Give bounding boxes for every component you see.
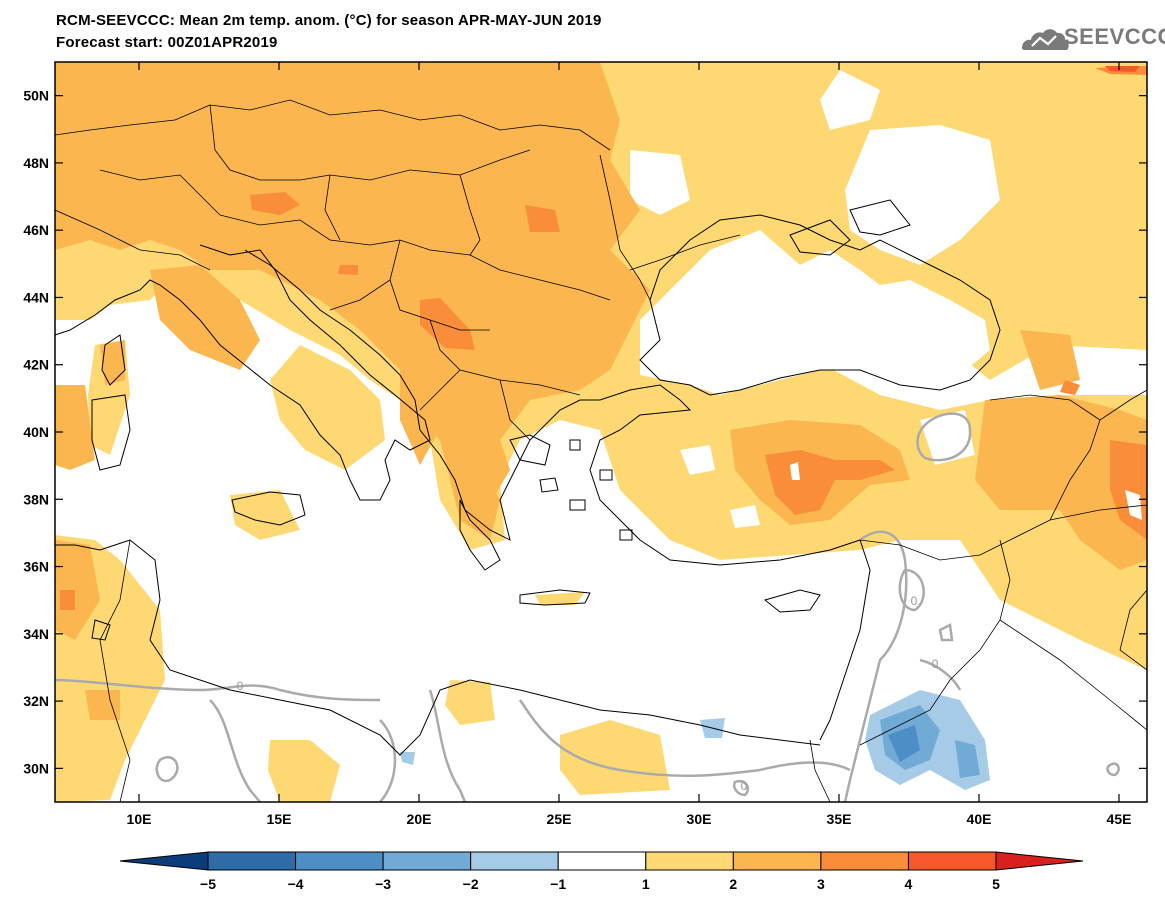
- logo-text: SEEVCCC: [1064, 24, 1165, 49]
- colorbar-max-extend: [995, 851, 1084, 871]
- forecast-start-subtitle: Forecast start: 00Z01APR2019: [56, 34, 278, 51]
- colorbar-label: −2: [463, 876, 479, 892]
- cloud-logo-icon: [1022, 29, 1069, 50]
- colorbar-segment: [820, 851, 909, 871]
- lat-tick-label: 50N: [23, 88, 49, 104]
- lat-tick-label: 36N: [23, 559, 49, 575]
- lat-tick-label: 34N: [23, 626, 49, 642]
- lon-tick-label: 10E: [127, 811, 152, 827]
- lat-tick-label: 44N: [23, 289, 49, 305]
- colorbar-segment: [907, 851, 997, 871]
- colorbar-min-extend: [119, 851, 209, 871]
- lat-tick-label: 46N: [23, 222, 49, 238]
- colorbar-segment: [295, 851, 384, 871]
- zero-contour-label: 0: [932, 657, 939, 671]
- lat-tick-label: 38N: [23, 491, 49, 507]
- lat-tick-label: 48N: [23, 155, 49, 171]
- lat-tick-label: 32N: [23, 693, 49, 709]
- zero-contours: [55, 412, 1120, 802]
- lon-tick-label: 15E: [267, 811, 292, 827]
- lon-tick-label: 30E: [687, 811, 712, 827]
- colorbar-label: −3: [375, 876, 391, 892]
- axis-ticks: 10E 15E 20E 25E 30E 35E 40E 45E 30N 32N 34N 36N 38N 4…: [23, 62, 1147, 827]
- lon-tick-label: 40E: [967, 811, 992, 827]
- coastlines: [55, 199, 1001, 756]
- colorbar-label: −4: [288, 876, 304, 892]
- map-title: RCM-SEEVCCC: Mean 2m temp. anom. (°C) fo…: [56, 12, 602, 29]
- lon-tick-label: 45E: [1107, 811, 1132, 827]
- anomaly-4-5-fill: [1105, 66, 1140, 72]
- colorbar-segment: [207, 851, 297, 871]
- colorbar-label: 5: [992, 876, 1000, 892]
- colorbar-segment: [557, 851, 647, 871]
- anomaly-2-3-fill: [55, 62, 1147, 720]
- no-anomaly-areas: [630, 70, 1000, 528]
- lon-tick-label: 25E: [547, 811, 572, 827]
- lon-tick-label: 20E: [407, 811, 432, 827]
- zero-contour-label: 0: [741, 779, 748, 793]
- colorbar-segment: [645, 851, 734, 871]
- colorbar-label: −5: [200, 876, 216, 892]
- colorbar-label: 2: [729, 876, 737, 892]
- colorbar: −5 −4 −3 −2 −1 1 2 3 4 5: [119, 851, 1084, 892]
- lon-tick-label: 35E: [827, 811, 852, 827]
- zero-contour-label: 0: [237, 679, 244, 693]
- country-borders: [55, 99, 1147, 802]
- lat-tick-label: 30N: [23, 760, 49, 776]
- anomaly-holes: [790, 462, 1142, 520]
- lat-tick-label: 40N: [23, 424, 49, 440]
- zero-contour-labels: 0 0 0 0: [237, 594, 939, 793]
- colorbar-label: 3: [817, 876, 825, 892]
- map-content: [55, 62, 1147, 802]
- colorbar-label: 1: [642, 876, 650, 892]
- colorbar-segment: [382, 851, 472, 871]
- colorbar-label: 4: [905, 876, 913, 892]
- lat-tick-label: 42N: [23, 357, 49, 373]
- zero-contour-label: 0: [911, 594, 918, 608]
- colorbar-segment: [470, 851, 559, 871]
- colorbar-segment: [732, 851, 822, 871]
- colorbar-label: −1: [550, 876, 566, 892]
